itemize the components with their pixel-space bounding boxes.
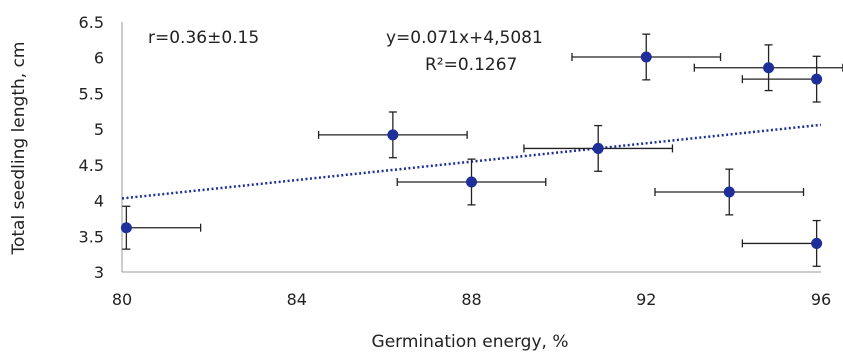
data-point (723, 186, 735, 198)
x-tick-label: 92 (636, 290, 656, 309)
y-tick-label: 6.5 (79, 13, 104, 32)
x-axis-title: Germination energy, % (372, 332, 569, 352)
data-point (387, 129, 399, 141)
y-tick-label: 4 (94, 192, 104, 211)
x-tick-label: 84 (287, 290, 307, 309)
x-tick-labels: 80 84 88 92 96 (112, 290, 831, 309)
data-point (466, 176, 477, 188)
y-tick-label: 3 (94, 263, 104, 282)
y-tick-label: 3.5 (79, 227, 104, 246)
data-point (640, 51, 652, 63)
data-points (120, 51, 823, 249)
data-point (592, 142, 604, 154)
y-tick-label: 6 (94, 49, 104, 68)
x-tick-label: 96 (811, 290, 831, 309)
x-tick-label: 80 (112, 290, 132, 309)
y-tick-label: 5 (94, 120, 104, 139)
x-tick-label: 88 (461, 290, 481, 309)
equation-annotation: y=0.071x+4,5081 (386, 28, 543, 48)
data-point (811, 237, 823, 249)
correlation-annotation: r=0.36±0.15 (148, 28, 259, 48)
r-squared-annotation: R²=0.1267 (425, 55, 517, 75)
y-tick-label: 5.5 (79, 84, 104, 103)
y-tick-label: 4.5 (79, 156, 104, 175)
data-point (811, 73, 823, 85)
data-point (120, 222, 132, 234)
y-tick-labels: 3 3.5 4 4.5 5 5.5 6 6.5 (79, 13, 104, 282)
data-point (763, 62, 775, 74)
y-axis-title: Total seedling length, cm (9, 42, 29, 256)
